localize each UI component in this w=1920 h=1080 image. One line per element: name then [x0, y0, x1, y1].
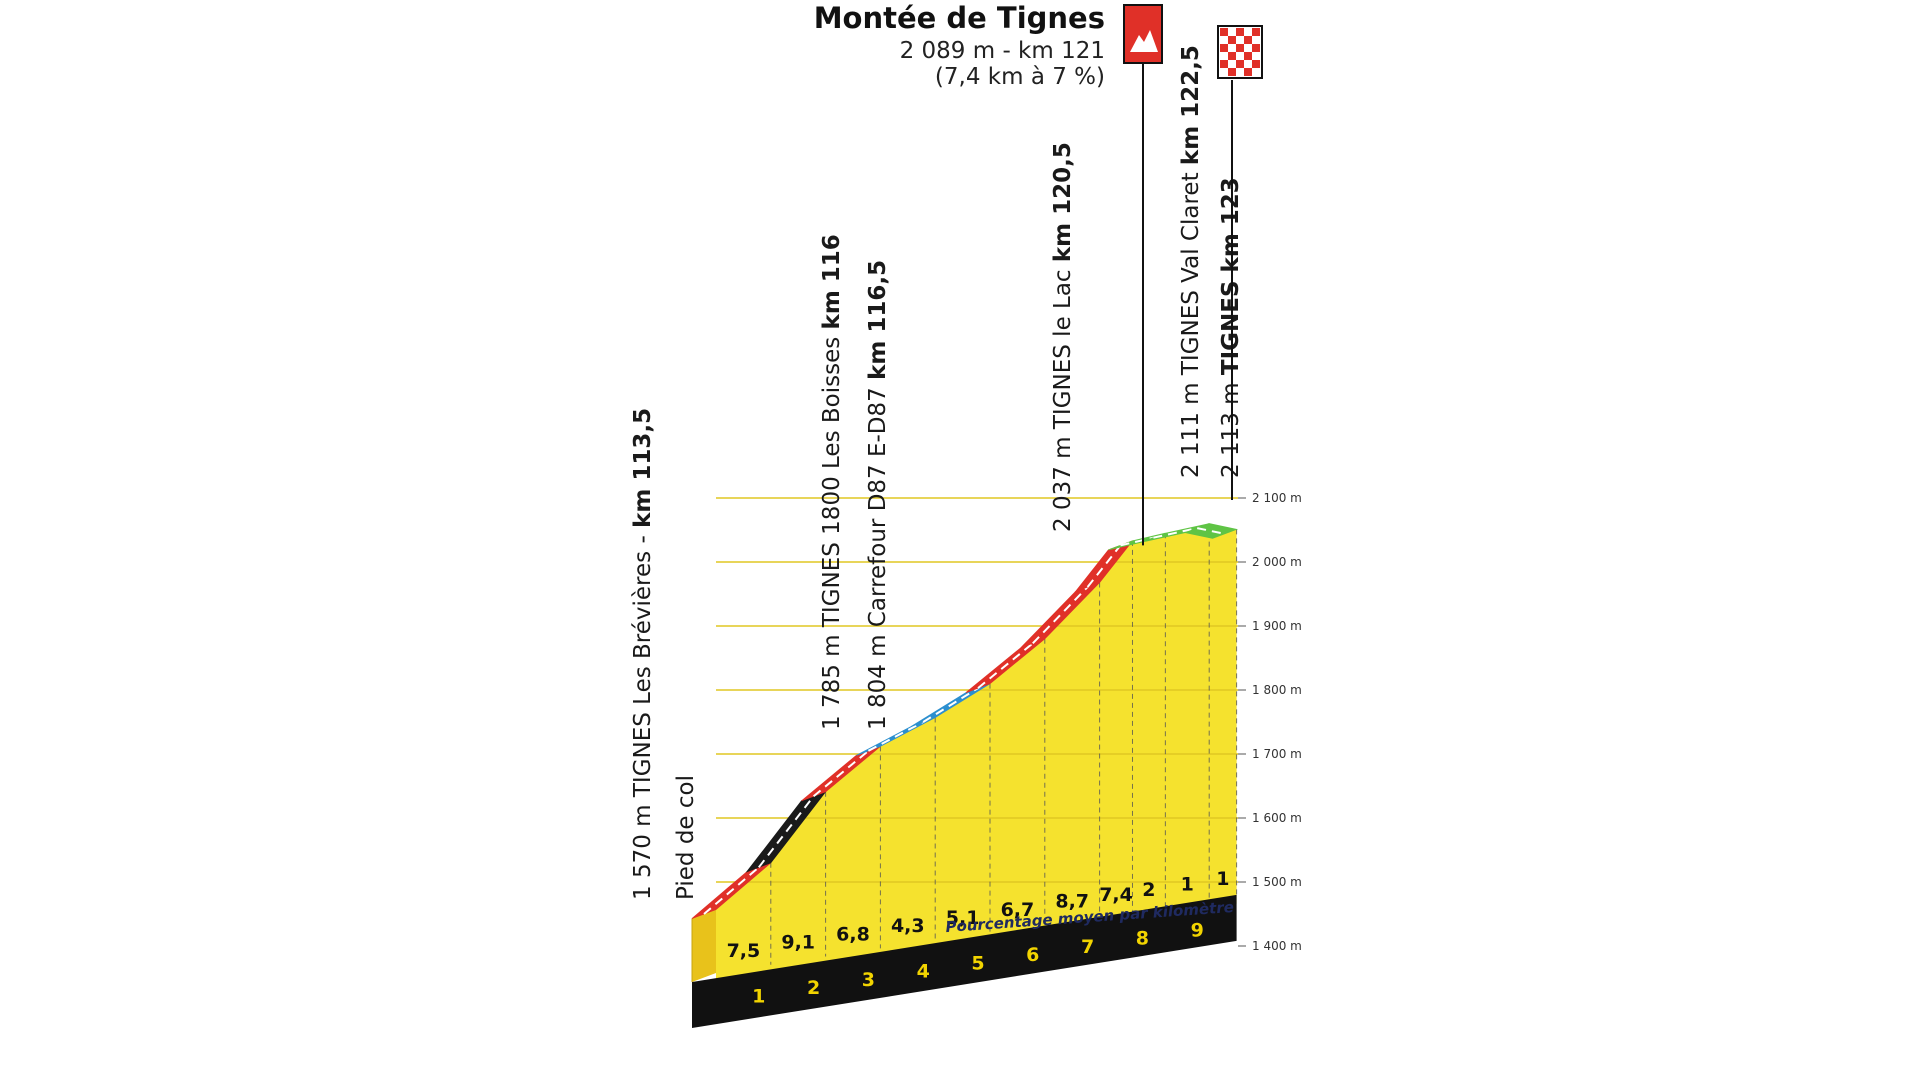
summit-gradient-info: (7,4 km à 7 %) [935, 64, 1105, 90]
summit-details: 2 089 m - km 121 [900, 38, 1105, 64]
profile-left-face [692, 909, 716, 982]
y-axis-tick-label: 1 800 m [1252, 683, 1302, 697]
checkered-flag-icon [1244, 36, 1252, 44]
road-centre-dash [1086, 544, 1122, 588]
waypoint-label: 1 804 m Carrefour D87 E-D87 km 116,5 [865, 260, 891, 730]
km-marker-label: 8 [1136, 928, 1149, 950]
road-centre-dash [922, 687, 979, 723]
profile-area [716, 523, 1237, 982]
mountain-icon-box [1123, 4, 1163, 64]
waypoint-km-text: km 122,5 [1178, 45, 1204, 165]
road-centre-dash [703, 866, 760, 915]
waypoint-label-text: Pied de col [673, 775, 699, 900]
waypoint-label: 1 570 m TIGNES Les Brévières - km 113,5 [630, 408, 656, 900]
km-marker-label: 7 [1081, 936, 1094, 958]
road-centre-dash [1032, 586, 1089, 644]
summit-annotation: Montée de Tignes 2 089 m - km 121(7,4 km … [814, 1, 1263, 546]
checkered-flag-icon [1252, 60, 1260, 68]
waypoint-km-text: km 116 [819, 234, 845, 329]
road-centre-dash [812, 750, 870, 798]
waypoint-km-text: km 116,5 [865, 260, 891, 380]
km-marker-label: 6 [1026, 944, 1039, 966]
checkered-flag-icon [1228, 52, 1236, 60]
waypoint-label: Pied de col [673, 775, 699, 900]
km-marker-label: 3 [862, 969, 875, 991]
waypoint-label-text: 1 804 m Carrefour D87 E-D87 [865, 380, 891, 730]
waypoint-label-text: 1 570 m TIGNES Les Brévières - [630, 528, 656, 900]
checkered-flag-icon [1228, 36, 1236, 44]
road-centre-dash [977, 642, 1034, 689]
profile-base-band [692, 894, 1237, 1028]
checkered-flag-icon [1244, 68, 1252, 76]
checkered-flag-icon [1220, 60, 1228, 68]
road-centre-dash [1153, 527, 1198, 539]
waypoint-km-text: km 120,5 [1050, 142, 1076, 262]
waypoint-label: 2 111 m TIGNES Val Claret km 122,5 [1178, 45, 1204, 478]
y-axis-tick-label: 1 500 m [1252, 875, 1302, 889]
waypoint-label-text: 2 037 m TIGNES le Lac [1050, 262, 1076, 532]
profile-base-layer: 1 2 3 4 5 6 7 8 9 [692, 894, 1237, 1028]
segment-gradient-label: 7,4 [1099, 884, 1133, 906]
segment-gradient-label: 5,1 [946, 907, 980, 929]
y-axis-tick-label: 1 600 m [1252, 811, 1302, 825]
road-surface-layer [691, 523, 1239, 919]
segment-gradient-label: 8,7 [1055, 891, 1089, 913]
waypoint-label: 1 785 m TIGNES 1800 Les Boisses km 116 [819, 234, 845, 730]
checkered-flag-icon [1252, 28, 1260, 36]
checkered-flag-icon [1220, 28, 1228, 36]
checkered-flag-icon [1236, 60, 1244, 68]
mountain-icon [1130, 30, 1158, 52]
km-marker-label: 5 [971, 952, 984, 974]
checkered-flag-icon [1236, 28, 1244, 36]
summit-title: Montée de Tignes [814, 1, 1105, 35]
road-centre-dash [1196, 527, 1225, 535]
segment-gradient-label: 2 [1142, 879, 1155, 901]
km-marker-label: 9 [1191, 920, 1204, 942]
segment-gradient-label: 1 [1181, 873, 1194, 895]
segment-gradient-label: 6,8 [836, 923, 870, 945]
checkered-flag-icon [1220, 44, 1228, 52]
segment-gradient-label: 4,3 [891, 915, 925, 937]
waypoint-label-text: 1 785 m TIGNES 1800 Les Boisses [819, 329, 845, 730]
km-marker-label: 1 [752, 985, 765, 1007]
checkered-flag-icon [1252, 44, 1260, 52]
waypoint-label-text: 2 111 m TIGNES Val Claret [1178, 165, 1204, 478]
profile-text-layer: 7,5 9,1 6,8 4,3 5,1 6,7 8,7 7,4 2 1 1 1 400 m 1 500 … [630, 45, 1302, 962]
segment-gradient-label: 6,7 [1001, 899, 1035, 921]
waypoint-label: 2 037 m TIGNES le Lac km 120,5 [1050, 142, 1076, 532]
road-centre-dash [867, 721, 924, 752]
checkered-flag-icon [1228, 68, 1236, 76]
segment-gradient-label: 1 [1216, 868, 1229, 890]
segment-gradient-label: 9,1 [781, 932, 815, 954]
profile-fill-layer [691, 523, 1237, 982]
km-marker-label: 4 [917, 961, 930, 983]
y-axis-tick-label: 2 000 m [1252, 555, 1302, 569]
y-axis-tick-label: 1 700 m [1252, 747, 1302, 761]
road-centre-dash [1120, 536, 1154, 547]
y-axis-tick-label: 2 100 m [1252, 491, 1302, 505]
road-segment [1183, 523, 1239, 539]
waypoint-km-text: km 113,5 [630, 408, 656, 528]
checkered-flag-icon [1244, 52, 1252, 60]
y-axis-tick-label: 1 400 m [1252, 939, 1302, 953]
y-axis-tick-label: 1 900 m [1252, 619, 1302, 633]
checkered-flag-icon [1236, 44, 1244, 52]
km-marker-label: 2 [807, 977, 820, 999]
segment-gradient-label: 7,5 [727, 940, 761, 962]
